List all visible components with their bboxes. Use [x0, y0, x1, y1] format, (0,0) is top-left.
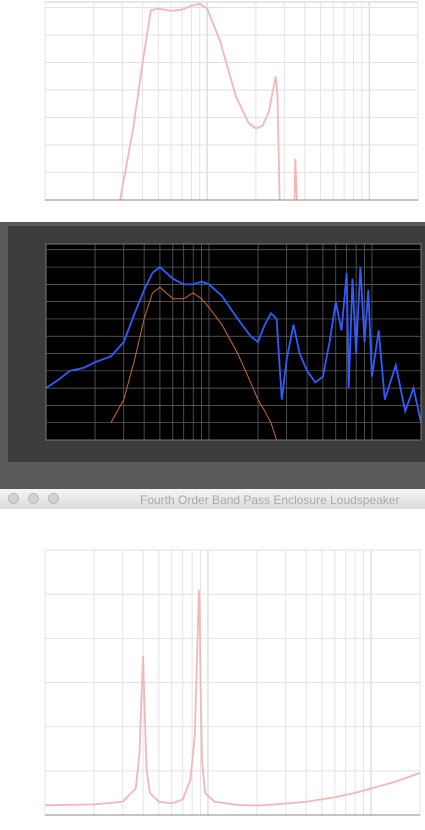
plot-border — [45, 243, 422, 441]
impedance-curve — [44, 589, 421, 807]
impedance-chart — [0, 509, 425, 830]
window-title: Fourth Order Band Pass Enclosure Loudspe… — [140, 493, 400, 507]
plot-area — [46, 244, 421, 440]
window-title-bar[interactable]: Fourth Order Band Pass Enclosure Loudspe… — [0, 489, 425, 510]
close-window-button[interactable] — [8, 493, 19, 504]
response-chart-panel — [0, 222, 425, 489]
blue-response-curve — [45, 265, 422, 423]
minimize-window-button[interactable] — [28, 493, 39, 504]
spl-chart-panel — [0, 0, 425, 222]
spl-curve — [293, 158, 298, 201]
response-chart — [8, 226, 425, 462]
spl-chart — [44, 1, 419, 201]
zoom-window-button[interactable] — [48, 493, 59, 504]
spl-curve — [119, 2, 281, 201]
orange-response-curve — [110, 286, 278, 441]
impedance-window: Fourth Order Band Pass Enclosure Loudspe… — [0, 489, 425, 830]
